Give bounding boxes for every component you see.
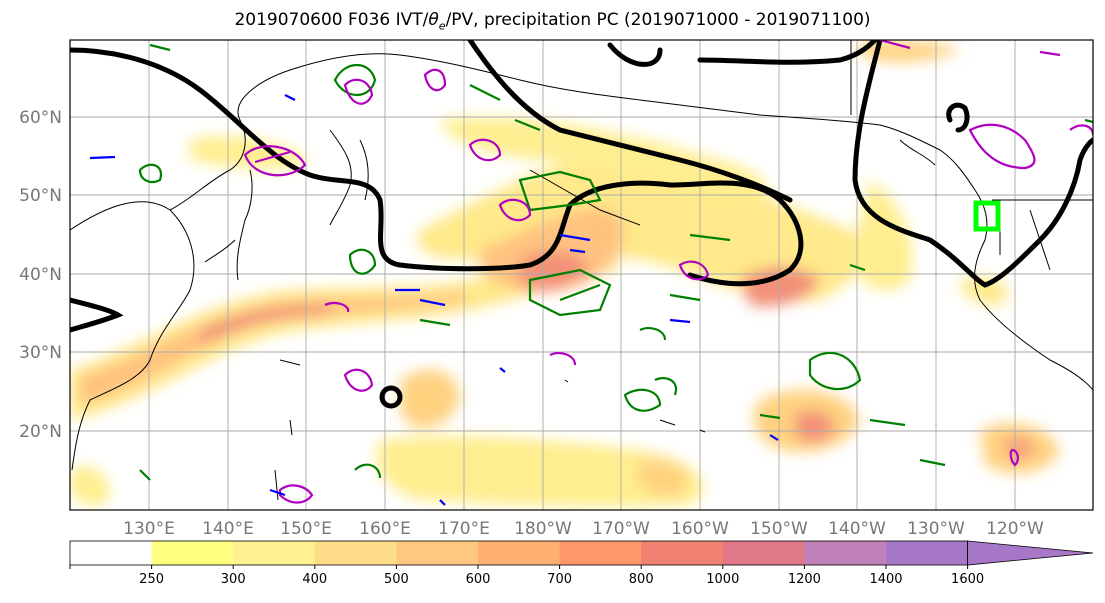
colorbar-segment [233,541,316,565]
colorbar-segment [886,541,969,565]
ivt-contour [70,40,1093,409]
coastlines [70,53,1093,501]
colorbar-ticks: 250 300 400 500 600 700 800 1000 1200 1400 1600 [69,565,984,587]
colorbar-segment [641,541,724,565]
lon-label: 120°W [986,519,1044,539]
negative-contours [89,94,779,506]
colorbar-segment [478,541,561,565]
lon-label: 170°W [592,519,650,539]
lon-label: 180°W [514,519,572,539]
colorbar-segment [722,541,805,565]
lat-label: 40°N [19,265,62,285]
latitude-labels: 60°N 50°N 40°N 30°N 20°N [19,108,62,442]
colorbar-tick-label: 400 [302,572,327,587]
colorbar-tick-label: 1000 [706,572,739,587]
colorbar-frame [69,540,968,566]
lon-label: 140°W [828,519,886,539]
lon-label: 130°E [123,519,175,539]
colorbar-segment [396,541,479,565]
colorbar-tick-label: 1600 [951,572,984,587]
graticule [70,40,1093,510]
lat-label: 30°N [19,343,62,363]
colorbar-segment [559,541,642,565]
colorbar-tick-label: 1200 [788,572,821,587]
figure-title: 2019070600 F036 IVT/θe/PV, precipitation… [234,10,871,33]
colorbar-tick-label: 800 [629,572,654,587]
map-frame [69,39,1094,511]
lat-label: 50°N [19,186,62,206]
target-region-box [973,200,1001,232]
colorbar-segments [69,540,1094,566]
colorbar-segment [151,541,234,565]
theta-e-contours [138,43,1093,481]
colorbar-tick-label: 300 [221,572,246,587]
lon-label: 160°W [671,519,729,539]
colorbar-tick-label: 600 [466,572,491,587]
colorbar-segment [70,541,153,565]
lat-label: 60°N [19,108,62,128]
lon-label: 140°E [202,519,254,539]
lon-label: 160°E [359,519,411,539]
lat-label: 20°N [19,422,62,442]
lon-label: 150°W [750,519,808,539]
colorbar-extend-arrow [967,540,1094,566]
colorbar-tick-label: 1400 [869,572,902,587]
colorbar-tick-label: 500 [384,572,409,587]
lon-label: 170°E [438,519,490,539]
colorbar-tick-label: 250 [139,572,164,587]
colorbar-segment [314,541,397,565]
colorbar: 250 300 400 500 600 700 800 1000 1200 1400 1600 [69,540,1094,587]
colorbar-segment [804,541,887,565]
pv-contours [243,40,1093,504]
colorbar-tick-label: 700 [547,572,572,587]
lon-label: 150°E [280,519,332,539]
longitude-labels: 130°E 140°E 150°E 160°E 170°E 180°W 170°… [123,519,1044,539]
lon-label: 130°W [907,519,965,539]
